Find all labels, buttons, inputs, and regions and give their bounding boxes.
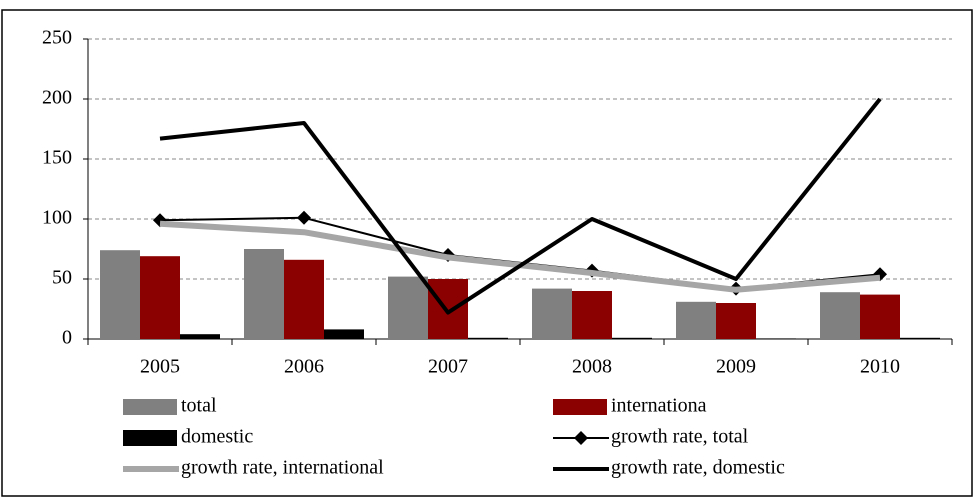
- bar: [820, 292, 860, 339]
- legend-label: growth rate, total: [611, 426, 749, 448]
- x-tick-label: 2006: [284, 356, 324, 378]
- legend-swatch: [123, 399, 177, 415]
- legend-swatch: [553, 399, 607, 415]
- y-tick-label: 0: [62, 327, 72, 349]
- chart-border: [1, 9, 973, 497]
- bar: [716, 303, 756, 339]
- x-tick-label: 2009: [716, 356, 756, 378]
- x-tick-label: 2005: [140, 356, 180, 378]
- legend-label: internationa: [611, 395, 707, 417]
- legend-label: growth rate, domestic: [611, 457, 785, 479]
- bar: [140, 256, 180, 339]
- x-tick-label: 2010: [860, 356, 900, 378]
- bar: [428, 279, 468, 339]
- x-tick-label: 2008: [572, 356, 612, 378]
- y-tick-label: 50: [52, 267, 72, 289]
- legend-marker: [574, 431, 588, 445]
- x-tick-label: 2007: [428, 356, 468, 378]
- bar: [468, 337, 508, 339]
- bar: [572, 291, 612, 339]
- legend-swatch: [123, 430, 177, 446]
- bar: [324, 329, 364, 339]
- bar: [532, 288, 572, 339]
- bar: [756, 338, 796, 339]
- bar: [612, 337, 652, 339]
- bar: [100, 250, 140, 339]
- bar: [284, 259, 324, 339]
- legend-label: total: [181, 395, 217, 417]
- bar: [388, 276, 428, 339]
- legend-label: domestic: [181, 426, 253, 448]
- bar: [860, 294, 900, 339]
- marker: [297, 210, 311, 225]
- legend-label: growth rate, international: [181, 457, 384, 479]
- y-tick-label: 100: [42, 207, 72, 229]
- line: [159, 97, 882, 315]
- y-tick-label: 200: [42, 87, 72, 109]
- bar: [676, 301, 716, 339]
- bar: [180, 334, 220, 339]
- y-tick-label: 250: [42, 27, 72, 49]
- y-tick-label: 150: [42, 147, 72, 169]
- bar: [244, 249, 284, 339]
- bar: [900, 337, 940, 339]
